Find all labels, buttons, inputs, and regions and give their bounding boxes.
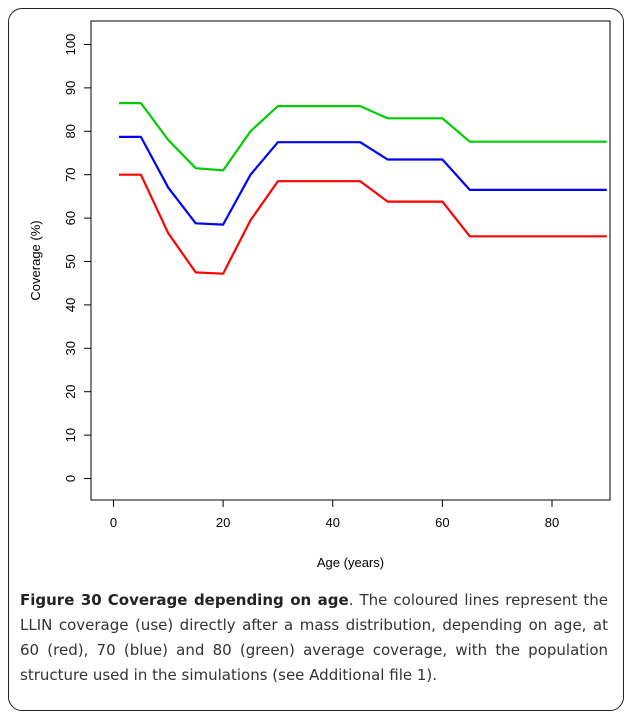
- y-tick-label: 0: [63, 475, 78, 482]
- y-tick-label: 10: [63, 428, 78, 442]
- series-line-1: [119, 135, 607, 226]
- y-tick-label: 70: [63, 167, 78, 181]
- x-tick-label: 60: [435, 515, 449, 530]
- figure-caption: Figure 30 Coverage depending on age. The…: [20, 588, 608, 688]
- series-line-0: [119, 101, 607, 172]
- y-tick-label: 90: [63, 81, 78, 95]
- caption-title: Coverage depending on age: [107, 591, 349, 609]
- y-tick-label: 20: [63, 384, 78, 398]
- x-tick-label: 40: [326, 515, 340, 530]
- y-tick-label: 40: [63, 298, 78, 312]
- plot-area: [90, 20, 611, 501]
- figure-frame: [8, 8, 624, 711]
- y-tick-label: 50: [63, 254, 78, 268]
- y-axis-title: Coverage (%): [28, 220, 43, 300]
- line-chart: 0 10 20 30 40 50 60 70 80 90 100 0 20 40 60 80 Age (ye…: [28, 20, 611, 570]
- y-tick-label: 80: [63, 124, 78, 138]
- series-layer: [119, 101, 607, 275]
- series-line-2: [119, 173, 607, 275]
- x-tick-label: 0: [110, 515, 117, 530]
- x-axis-title: Age (years): [317, 555, 384, 570]
- x-axis: 0 20 40 60 80: [110, 499, 559, 530]
- y-tick-label: 60: [63, 211, 78, 225]
- caption-label: Figure 30: [20, 591, 102, 609]
- y-tick-label: 30: [63, 341, 78, 355]
- x-tick-label: 20: [216, 515, 230, 530]
- y-axis: 0 10 20 30 40 50 60 70 80 90 100: [63, 34, 92, 482]
- y-tick-label: 100: [63, 34, 78, 56]
- caption-text: . The coloured lines represent the LLIN …: [20, 591, 608, 684]
- x-tick-label: 80: [545, 515, 559, 530]
